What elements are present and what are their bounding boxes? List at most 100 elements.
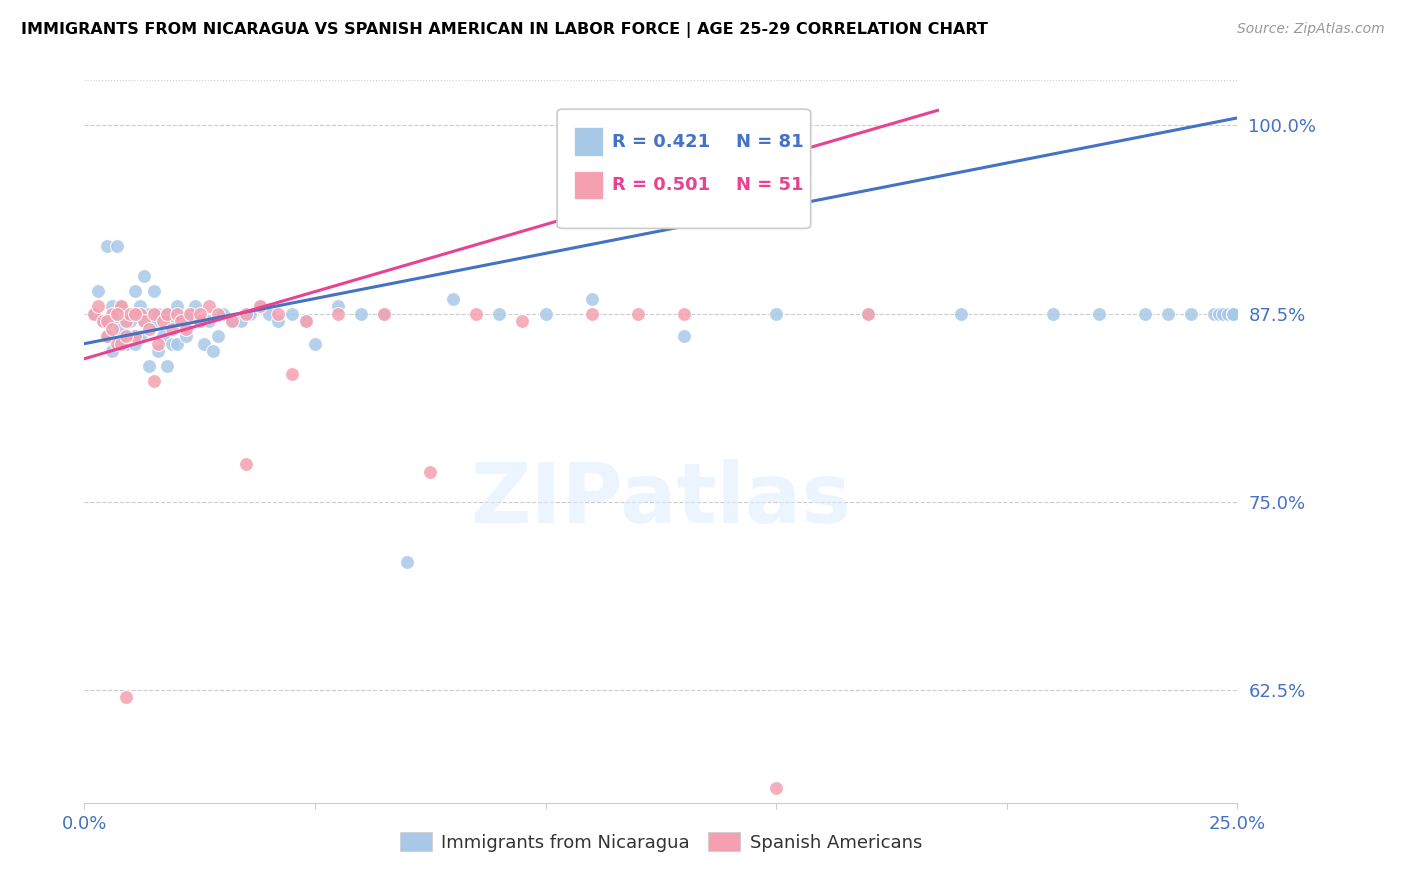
Text: Source: ZipAtlas.com: Source: ZipAtlas.com	[1237, 22, 1385, 37]
Point	[134, 314, 156, 328]
Text: IMMIGRANTS FROM NICARAGUA VS SPANISH AMERICAN IN LABOR FORCE | AGE 25-29 CORRELA: IMMIGRANTS FROM NICARAGUA VS SPANISH AME…	[21, 22, 988, 38]
Point	[304, 336, 326, 351]
Point	[326, 307, 349, 321]
Point	[1133, 307, 1156, 321]
Point	[1157, 307, 1180, 321]
Point	[128, 329, 150, 343]
Point	[138, 321, 160, 335]
Point	[138, 359, 160, 374]
Point	[1088, 307, 1111, 321]
Point	[101, 321, 124, 335]
Point	[581, 292, 603, 306]
Point	[465, 307, 488, 321]
Point	[142, 284, 165, 298]
Point	[110, 321, 132, 335]
Point	[115, 314, 138, 328]
Point	[96, 329, 118, 343]
Bar	[575, 170, 603, 200]
Point	[249, 299, 271, 313]
Point	[156, 307, 179, 321]
Point	[166, 307, 188, 321]
Point	[134, 314, 156, 328]
Point	[110, 299, 132, 313]
Point	[101, 344, 124, 359]
Point	[1222, 307, 1244, 321]
Point	[83, 307, 105, 321]
Point	[765, 307, 787, 321]
Point	[124, 336, 146, 351]
Point	[160, 314, 183, 328]
Point	[110, 336, 132, 351]
Point	[198, 299, 221, 313]
Point	[120, 314, 142, 328]
Point	[1222, 307, 1244, 321]
Point	[115, 336, 138, 351]
Point	[160, 321, 183, 335]
Point	[166, 299, 188, 313]
Text: N = 51: N = 51	[735, 176, 803, 194]
Point	[115, 329, 138, 343]
Point	[174, 329, 197, 343]
Point	[198, 314, 221, 328]
Point	[96, 314, 118, 328]
Point	[124, 329, 146, 343]
Point	[326, 299, 349, 313]
Point	[239, 307, 262, 321]
Point	[160, 336, 183, 351]
Point	[128, 307, 150, 321]
Point	[115, 314, 138, 328]
Point	[152, 314, 174, 328]
Text: ZIPatlas: ZIPatlas	[471, 458, 851, 540]
Point	[170, 314, 193, 328]
Point	[134, 268, 156, 283]
Point	[96, 329, 118, 343]
Point	[91, 314, 114, 328]
Point	[101, 299, 124, 313]
Point	[87, 299, 110, 313]
Point	[115, 690, 138, 705]
Point	[1208, 307, 1230, 321]
Point	[128, 299, 150, 313]
Point	[672, 329, 695, 343]
Point	[672, 307, 695, 321]
Point	[156, 307, 179, 321]
Point	[91, 314, 114, 328]
Point	[281, 307, 304, 321]
Point	[142, 307, 165, 321]
Point	[120, 307, 142, 321]
Point	[101, 307, 124, 321]
Point	[419, 465, 441, 479]
Point	[188, 307, 211, 321]
Point	[441, 292, 464, 306]
Point	[152, 329, 174, 343]
Point	[105, 307, 128, 321]
Point	[105, 336, 128, 351]
Point	[142, 314, 165, 328]
Point	[146, 336, 169, 351]
Point	[373, 307, 395, 321]
Point	[179, 307, 201, 321]
Point	[87, 284, 110, 298]
Point	[105, 239, 128, 253]
Point	[179, 307, 201, 321]
Point	[211, 307, 233, 321]
Legend: Immigrants from Nicaragua, Spanish Americans: Immigrants from Nicaragua, Spanish Ameri…	[392, 825, 929, 859]
Point	[1204, 307, 1226, 321]
Point	[1180, 307, 1202, 321]
Point	[1222, 307, 1244, 321]
Point	[949, 307, 972, 321]
Point	[221, 314, 243, 328]
Point	[534, 307, 557, 321]
Point	[207, 329, 229, 343]
Point	[1222, 307, 1244, 321]
Point	[249, 299, 271, 313]
Point	[294, 314, 316, 328]
Point	[267, 307, 290, 321]
FancyBboxPatch shape	[557, 109, 811, 228]
Point	[83, 307, 105, 321]
Point	[281, 367, 304, 381]
Point	[146, 307, 169, 321]
Point	[156, 359, 179, 374]
Point	[235, 307, 257, 321]
Point	[193, 336, 215, 351]
